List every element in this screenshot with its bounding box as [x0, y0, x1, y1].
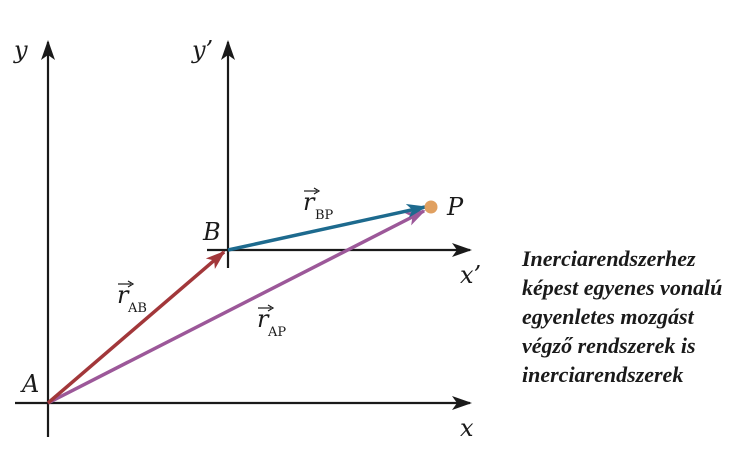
vector-symbol: r — [303, 188, 316, 216]
vector-r-ap — [47, 209, 426, 405]
x-axis-label: x — [460, 414, 474, 442]
vector-symbol: r — [257, 305, 270, 333]
point-b-label: B — [202, 218, 221, 246]
x-prime-axis-label: x’ — [460, 261, 481, 289]
vector-symbol: r — [117, 281, 130, 309]
point-p-label: P — [446, 193, 464, 221]
vector-subscript: AP — [267, 325, 286, 340]
y-axis-label: y — [13, 36, 28, 64]
vector-r-bp — [227, 203, 427, 252]
vector-arrow-accent-head — [127, 280, 135, 288]
caption-line: Inerciarendszerhez — [522, 246, 696, 271]
vector-r-ab-label: r AB — [117, 280, 147, 316]
vector-arrow-accent-head — [267, 304, 275, 312]
vector-r-bp-label: r BP — [303, 187, 334, 223]
vector-subscript: BP — [315, 208, 334, 223]
caption-line: végző rendszerek is — [522, 333, 696, 358]
caption-line: inerciarendszerek — [522, 362, 684, 387]
y-prime-axis-label: y’ — [191, 36, 213, 64]
vector-r-ab — [46, 250, 226, 405]
vector-arrow-accent-head — [313, 187, 321, 195]
vector-r-ap-label: r AP — [257, 304, 286, 340]
point-p-dot — [424, 200, 438, 214]
vector-subscript: AB — [127, 301, 147, 316]
point-a-label: A — [20, 370, 39, 398]
caption-note: Inerciarendszerhez képest egyenes vonalú… — [522, 244, 752, 389]
caption-line: egyenletes mozgást — [522, 304, 694, 329]
caption-line: képest egyenes vonalú — [522, 275, 723, 300]
